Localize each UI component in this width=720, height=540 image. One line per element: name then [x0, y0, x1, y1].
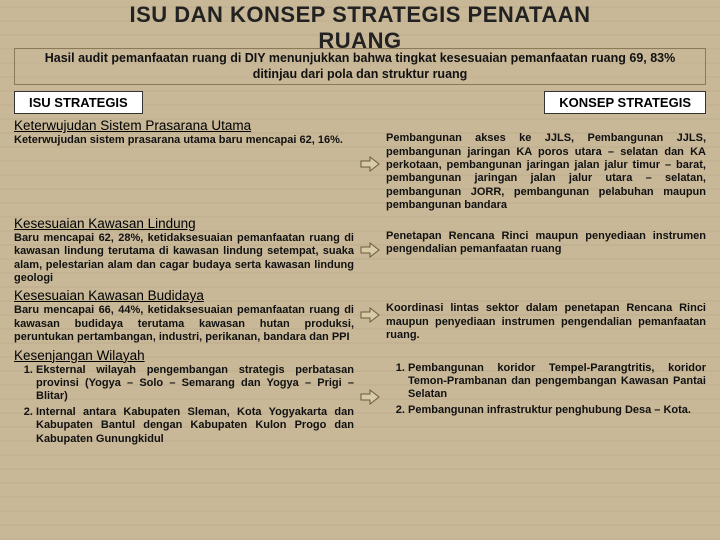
arrow-icon: [360, 306, 380, 324]
arrow-icon: [360, 388, 380, 406]
section-3: Kesesuaian Kawasan Budidaya Baru mencapa…: [0, 286, 720, 344]
slide-title: ISU DAN KONSEP STRATEGIS PENATAAN RUANG: [0, 0, 720, 54]
slide-content: ISU DAN KONSEP STRATEGIS PENATAAN RUANG …: [0, 0, 720, 448]
column-headers: ISU STRATEGIS KONSEP STRATEGIS: [0, 89, 720, 116]
arrow-icon: [360, 241, 380, 259]
section-4-right-list: Pembangunan koridor Tempel-Parangtritis,…: [386, 362, 706, 418]
section-2-left: Baru mencapai 62, 28%, ketidaksesuaian p…: [14, 232, 354, 286]
title-line1: ISU DAN KONSEP STRATEGIS PENATAAN: [129, 2, 590, 27]
title-line2: RUANG: [318, 28, 401, 53]
section-3-left: Baru mencapai 66, 44%, ketidaksesuaian p…: [14, 304, 354, 344]
list-item: Eksternal wilayah pengembangan strategis…: [36, 364, 354, 404]
section-2-heading: Kesesuaian Kawasan Lindung: [14, 216, 354, 231]
section-1: Keterwujudan Sistem Prasarana Utama Kete…: [0, 116, 720, 212]
arrow-icon: [360, 155, 380, 173]
intro-box: Hasil audit pemanfaatan ruang di DIY men…: [14, 48, 706, 85]
section-1-right: Pembangunan akses ke JJLS, Pembangunan J…: [386, 132, 706, 212]
section-3-heading: Kesesuaian Kawasan Budidaya: [14, 288, 354, 303]
section-1-left: Keterwujudan sistem prasarana utama baru…: [14, 134, 354, 147]
intro-text: Hasil audit pemanfaatan ruang di DIY men…: [45, 51, 676, 81]
section-4: Kesenjangan Wilayah Eksternal wilayah pe…: [0, 346, 720, 448]
right-header: KONSEP STRATEGIS: [544, 91, 706, 114]
section-2-right: Penetapan Rencana Rinci maupun penyediaa…: [386, 230, 706, 257]
list-item: Pembangunan infrastruktur penghubung Des…: [408, 404, 706, 417]
list-item: Pembangunan koridor Tempel-Parangtritis,…: [408, 362, 706, 402]
list-item: Internal antara Kabupaten Sleman, Kota Y…: [36, 406, 354, 446]
section-1-heading: Keterwujudan Sistem Prasarana Utama: [14, 118, 354, 133]
section-4-heading: Kesenjangan Wilayah: [14, 348, 354, 363]
left-header: ISU STRATEGIS: [14, 91, 143, 114]
section-4-left-list: Eksternal wilayah pengembangan strategis…: [14, 364, 354, 446]
section-3-right: Koordinasi lintas sektor dalam penetapan…: [386, 302, 706, 342]
section-2: Kesesuaian Kawasan Lindung Baru mencapai…: [0, 214, 720, 286]
